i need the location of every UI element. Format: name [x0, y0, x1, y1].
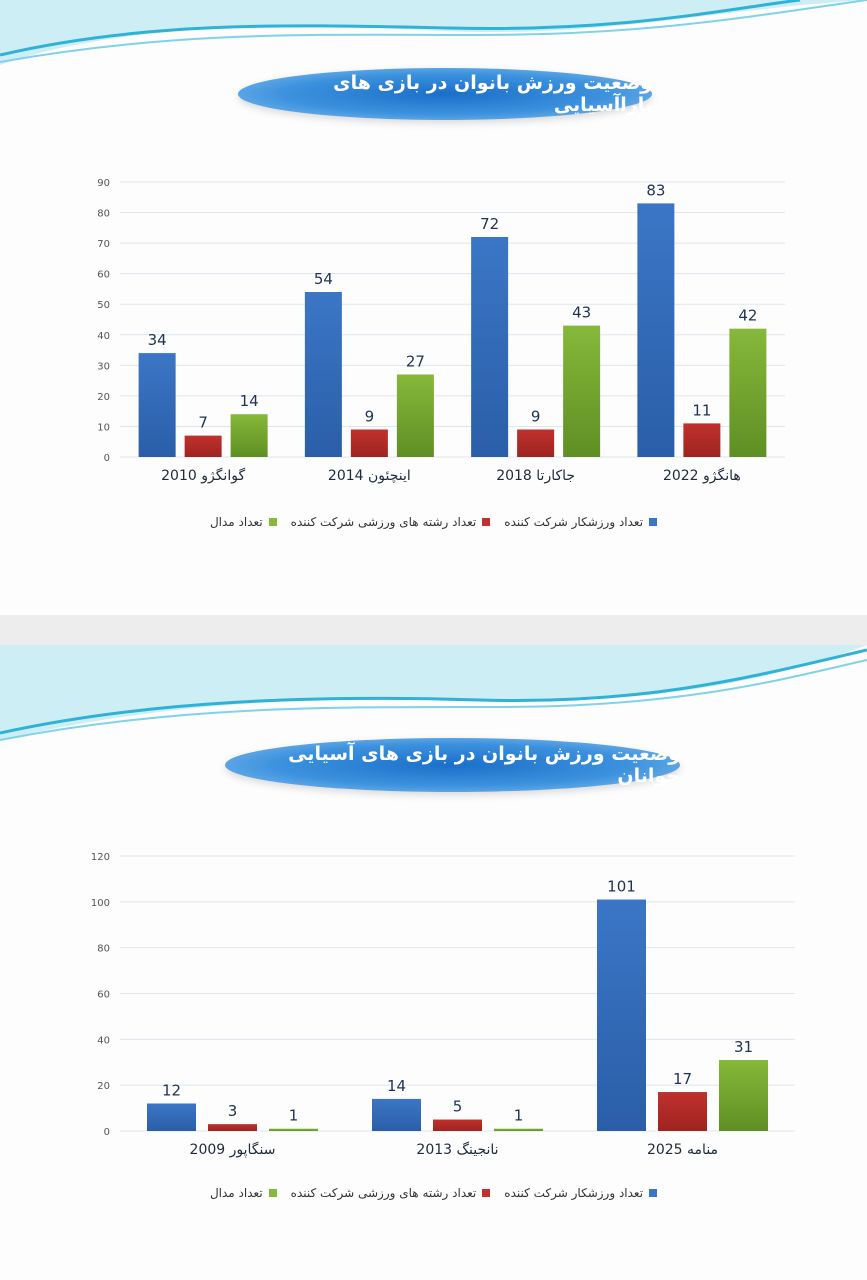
- bar: [658, 1092, 707, 1131]
- x-tick-label: منامه 2025: [647, 1142, 718, 1158]
- y-tick-label: 60: [97, 990, 110, 1001]
- data-label: 9: [365, 408, 375, 426]
- data-label: 1: [514, 1107, 524, 1125]
- x-tick-label: سنگاپور 2009: [190, 1141, 276, 1158]
- bar: [304, 292, 342, 457]
- data-label: 83: [646, 181, 665, 199]
- chart-title: وضعیت ورزش بانوان در بازی های آسیایی جوا…: [225, 738, 680, 792]
- bar: [230, 414, 268, 457]
- legend-swatch: [649, 1189, 658, 1197]
- data-label: 1: [289, 1107, 299, 1125]
- bar: [729, 328, 767, 457]
- data-label: 31: [734, 1038, 753, 1056]
- legend: تعداد ورزشکار شرکت کننده تعداد رشته های …: [0, 515, 867, 529]
- bar: [350, 429, 388, 457]
- data-label: 7: [198, 414, 208, 432]
- data-label: 9: [531, 408, 541, 426]
- legend-swatch: [482, 1189, 491, 1197]
- bar: [208, 1124, 257, 1131]
- legend-item-medals: تعداد مدال: [210, 1186, 277, 1200]
- y-tick-label: 20: [97, 1081, 110, 1092]
- y-tick-label: 50: [97, 300, 110, 311]
- data-label: 72: [480, 215, 499, 233]
- legend-item-medals: تعداد مدال: [210, 515, 277, 529]
- legend-label: تعداد مدال: [209, 515, 263, 529]
- legend: تعداد ورزشکار شرکت کننده تعداد رشته های …: [0, 1186, 867, 1200]
- data-label: 43: [572, 304, 591, 322]
- bar: [433, 1119, 482, 1131]
- bar: [597, 899, 646, 1131]
- legend-label: تعداد رشته های ورزشی شرکت کننده: [290, 515, 477, 529]
- y-tick-label: 80: [97, 944, 110, 955]
- legend-label: تعداد ورزشکار شرکت کننده: [504, 515, 644, 529]
- legend-item-sports: تعداد رشته های ورزشی شرکت کننده: [291, 1186, 491, 1200]
- bar: [372, 1098, 421, 1131]
- x-tick-label: اینچئون 2014: [328, 468, 411, 484]
- x-tick-label: جاکارتا 2018: [496, 468, 575, 484]
- x-tick-label: نانجینگ 2013: [416, 1141, 498, 1158]
- asian-youth-games-panel: وضعیت ورزش بانوان در بازی های آسیایی جوا…: [0, 645, 867, 1280]
- chart-1: 0 10 20 30 40 50 60 70 80 90 34 7 14 گوانگژو 2010 54 9 2…: [97, 178, 785, 484]
- data-label: 11: [692, 401, 711, 419]
- data-label: 101: [607, 878, 636, 896]
- bar: [184, 435, 222, 457]
- data-label: 14: [387, 1077, 406, 1095]
- y-tick-label: 10: [97, 422, 110, 433]
- bar: [517, 429, 555, 457]
- bar: [683, 423, 721, 457]
- y-tick-label: 40: [97, 1035, 110, 1046]
- bar: [563, 325, 601, 457]
- data-label: 17: [673, 1070, 692, 1088]
- y-tick-label: 100: [91, 898, 110, 909]
- y-tick-label: 90: [97, 178, 110, 189]
- legend-item-athletes: تعداد ورزشکار شرکت کننده: [504, 1186, 658, 1200]
- x-tick-label: گوانگژو 2010: [161, 467, 245, 484]
- data-label: 42: [738, 307, 757, 325]
- legend-swatch: [268, 1189, 277, 1197]
- legend-swatch: [268, 518, 277, 526]
- legend-item-athletes: تعداد ورزشکار شرکت کننده: [504, 515, 658, 529]
- y-tick-label: 120: [91, 852, 110, 863]
- wave-decoration: [0, 645, 867, 741]
- x-tick-label: هانگژو 2022: [663, 467, 741, 484]
- wave-decoration: [0, 0, 867, 65]
- data-label: 54: [314, 270, 333, 288]
- y-tick-label: 0: [104, 1127, 110, 1138]
- data-label: 34: [148, 331, 167, 349]
- y-tick-label: 20: [97, 392, 110, 403]
- legend-swatch: [649, 518, 658, 526]
- data-label: 14: [240, 392, 259, 410]
- bar: [269, 1128, 318, 1131]
- legend-item-sports: تعداد رشته های ورزشی شرکت کننده: [291, 515, 491, 529]
- data-label: 12: [162, 1082, 181, 1100]
- y-tick-label: 0: [104, 453, 110, 464]
- data-label: 3: [228, 1102, 238, 1120]
- legend-label: تعداد رشته های ورزشی شرکت کننده: [290, 1186, 477, 1200]
- bar: [147, 1103, 196, 1131]
- y-tick-label: 60: [97, 270, 110, 281]
- data-label: 5: [453, 1098, 463, 1116]
- y-tick-label: 40: [97, 331, 110, 342]
- y-tick-label: 30: [97, 361, 110, 372]
- y-tick-label: 80: [97, 209, 110, 220]
- bar: [138, 353, 176, 457]
- data-label: 27: [406, 353, 425, 371]
- legend-label: تعداد مدال: [209, 1186, 263, 1200]
- legend-label: تعداد ورزشکار شرکت کننده: [504, 1186, 644, 1200]
- bar: [471, 237, 509, 457]
- para-asian-games-panel: وضعیت ورزش بانوان در بازی های پاراآسیایی…: [0, 0, 867, 615]
- bar: [494, 1128, 543, 1131]
- legend-swatch: [482, 518, 491, 526]
- y-tick-label: 70: [97, 239, 110, 250]
- bar: [637, 203, 675, 457]
- chart-title: وضعیت ورزش بانوان در بازی های پاراآسیایی: [238, 68, 652, 120]
- bar: [719, 1059, 768, 1131]
- bar: [396, 374, 434, 457]
- separator: [0, 615, 867, 645]
